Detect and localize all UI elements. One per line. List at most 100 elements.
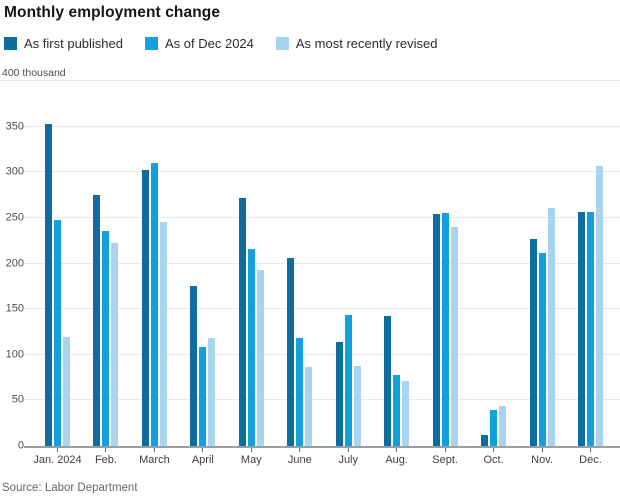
bar-group	[577, 81, 603, 446]
bar-group	[384, 81, 410, 446]
x-axis-cell: Aug.	[384, 448, 409, 470]
x-axis-tick	[105, 448, 107, 452]
x-axis-tick	[589, 448, 591, 452]
x-axis-tick	[153, 448, 155, 452]
legend-swatch-icon	[145, 36, 158, 50]
bar	[247, 248, 255, 446]
x-axis-tick	[250, 448, 252, 452]
bar	[150, 163, 158, 446]
bar	[305, 366, 313, 446]
x-axis-tick-label: April	[191, 454, 214, 466]
bar	[141, 169, 149, 446]
x-axis-tick	[493, 448, 495, 452]
bar	[402, 381, 410, 446]
bar	[199, 347, 207, 446]
legend-item-1: As first published	[4, 36, 123, 51]
x-axis-tick	[444, 448, 446, 452]
x-axis-tick	[202, 448, 204, 452]
x-axis-tick-label: Feb.	[94, 454, 117, 466]
y-axis-tick-label: 200	[0, 257, 24, 270]
bar	[208, 338, 216, 446]
legend: As first published As of Dec 2024 As most …	[0, 35, 620, 51]
x-axis-tick	[347, 448, 349, 452]
legend-label: As first published	[24, 35, 123, 51]
bar	[45, 123, 52, 446]
bar	[595, 165, 603, 446]
x-axis-cell: Dec.	[578, 448, 603, 470]
plot-area: 400 thousand 0 50 100 150 200 250 300 350	[0, 67, 620, 453]
y-axis-tick-label: 150	[0, 302, 24, 316]
x-axis: Jan. 2024 Feb. March April May June July Aug. Se…	[0, 448, 620, 470]
y-axis-tick-label: 0	[0, 439, 24, 453]
bar-group	[335, 81, 361, 446]
x-axis-cell: March	[139, 448, 170, 470]
bar	[393, 374, 401, 446]
x-axis-line	[0, 446, 620, 448]
y-axis-tick-label: 100	[0, 348, 24, 362]
x-axis-cell: Nov.	[530, 448, 555, 470]
bar-group	[45, 81, 70, 446]
bar	[63, 337, 70, 446]
x-axis-tick-label: Jan. 2024	[33, 454, 82, 466]
x-axis-tick-label: Oct.	[483, 454, 504, 466]
x-axis-cell: Sept.	[432, 448, 458, 470]
bar	[490, 409, 498, 446]
bar-group	[190, 81, 216, 446]
bar	[529, 238, 537, 446]
x-axis-tick	[541, 448, 543, 452]
bar	[111, 243, 119, 446]
bar	[384, 316, 392, 446]
gridline	[0, 353, 620, 355]
y-axis-unit-label: 400 thousand	[2, 67, 70, 79]
chart-title: Monthly employment change	[4, 4, 221, 21]
y-axis-tick-label: 250	[0, 211, 24, 225]
x-axis-tick-label: March	[139, 454, 170, 466]
bar-group	[93, 81, 119, 446]
bar	[159, 221, 167, 446]
source-note: Source: Labor Department	[2, 482, 138, 494]
legend-label: As of Dec 2024	[165, 35, 254, 51]
x-axis-tick-label: Aug.	[385, 454, 408, 466]
bar-group	[481, 81, 507, 446]
bar	[432, 214, 440, 446]
bar	[93, 195, 101, 446]
bar	[238, 197, 246, 446]
legend-item-2: As of Dec 2024	[145, 36, 254, 51]
bar	[450, 227, 458, 446]
bar-group	[141, 81, 167, 446]
gridline	[0, 262, 620, 264]
gridline	[0, 80, 620, 81]
bar-group	[432, 81, 458, 446]
legend-swatch-icon	[275, 36, 289, 50]
y-axis-tick-label: 350	[0, 120, 24, 134]
bar	[538, 252, 546, 446]
legend-item-3: As most recently revised	[275, 36, 438, 51]
bar	[344, 314, 352, 446]
x-axis-tick-label: Sept.	[432, 454, 458, 466]
bar	[481, 435, 489, 446]
gridline	[0, 216, 620, 218]
x-axis-cell: Jan. 2024	[33, 448, 82, 470]
bar	[586, 212, 594, 446]
bar	[287, 258, 295, 446]
bar	[190, 286, 198, 446]
bar-group	[238, 81, 264, 446]
x-axis-cell: July	[336, 448, 361, 470]
bar	[577, 212, 585, 446]
bar	[296, 338, 304, 446]
bar	[335, 341, 343, 446]
y-axis-tick-label: 50	[0, 393, 24, 407]
gridline	[0, 308, 620, 310]
gridline	[0, 171, 620, 173]
x-axis-tick-label: July	[338, 454, 358, 466]
bar-group	[287, 81, 313, 446]
gridline	[0, 125, 620, 127]
x-axis-tick-label: May	[240, 454, 262, 466]
bar	[499, 405, 507, 446]
x-axis-cell: June	[287, 448, 312, 470]
bar	[547, 207, 555, 446]
bar	[256, 269, 264, 446]
x-axis-cell: April	[190, 448, 215, 470]
x-axis-cell: Feb.	[93, 448, 118, 470]
